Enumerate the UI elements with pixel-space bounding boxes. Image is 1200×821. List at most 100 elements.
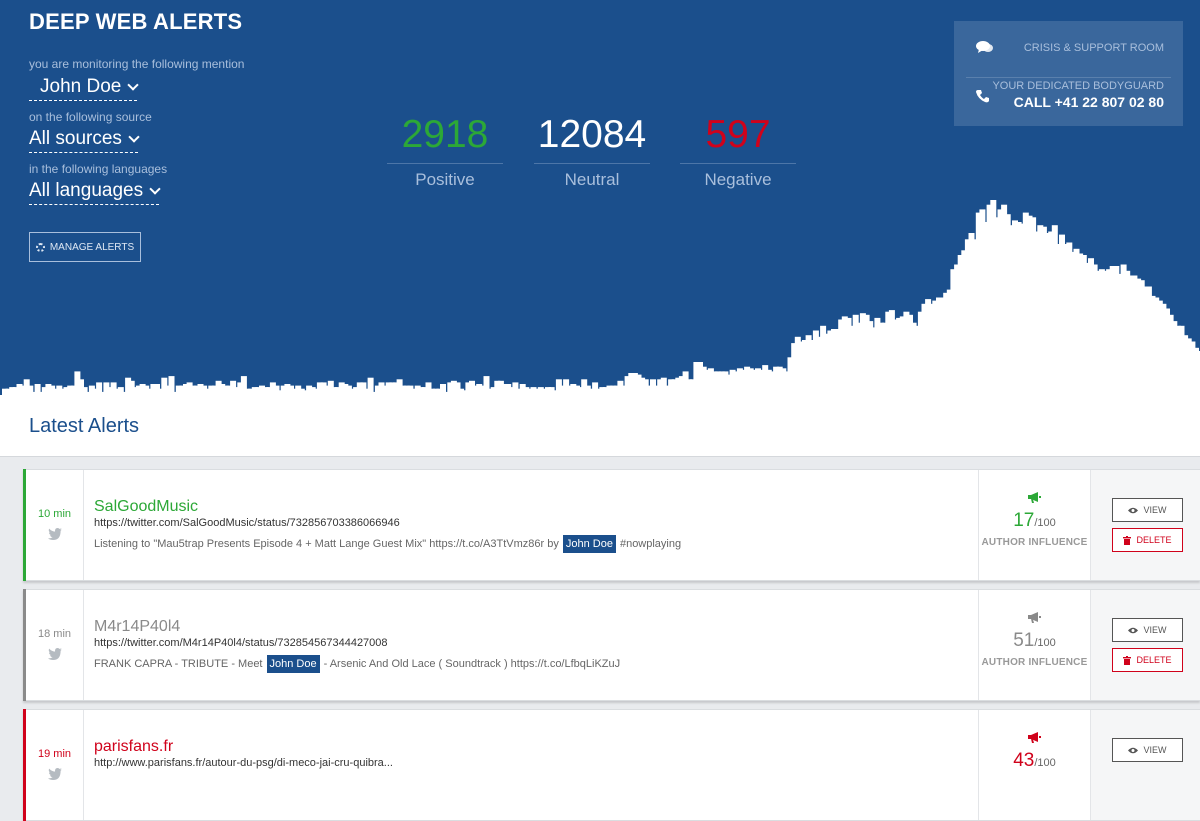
histogram-bar [823,333,830,395]
histogram-bar [52,388,59,395]
histogram-bar [584,385,591,395]
histogram-bar [259,385,265,395]
histogram-bar [1051,225,1058,395]
alert-time-column: 10 min [26,470,84,580]
alert-snippet: Listening to "Mau5trap Presents Episode … [94,535,681,553]
histogram-bar [5,388,12,395]
view-button[interactable]: VIEW [1112,738,1183,762]
histogram-bar [154,384,160,395]
histogram-bar [896,317,903,395]
influence-score: 43/100 [1013,750,1056,771]
eye-icon [1128,627,1139,633]
histogram-bar [1008,225,1015,395]
histogram-bar [63,387,70,395]
positive-label: Positive [415,170,475,189]
histogram-bar [110,382,117,395]
chevron-down-icon [127,78,140,91]
histogram-bar [146,388,153,395]
source-select[interactable]: All sources [29,128,140,153]
histogram-bar [121,391,128,395]
alert-source-link[interactable]: M4r14P40l4 [94,618,181,635]
author-influence: 51/100 AUTHOR INFLUENCE [978,590,1091,700]
histogram-bar [964,239,971,395]
alert-url[interactable]: http://www.parisfans.fr/autour-du-psg/di… [94,757,393,769]
histogram-bar [794,336,801,395]
histogram-bar [1091,264,1098,395]
alert-url[interactable]: https://twitter.com/SalGoodMusic/status/… [94,517,400,529]
manage-alerts-button[interactable]: MANAGE ALERTS [29,232,141,262]
histogram-bar [172,391,179,395]
histogram-bar [874,317,881,395]
histogram-bar [820,325,827,395]
alert-source-link[interactable]: SalGoodMusic [94,498,199,515]
histogram-bar [602,387,609,395]
histogram-bar [461,390,468,395]
megaphone-icon [979,492,1090,506]
snippet-text: - Arsenic And Old Lace ( Soundtrack ) ht… [323,658,621,670]
histogram-bar [215,380,222,395]
histogram-bar [505,384,512,395]
histogram-bar [592,382,599,395]
histogram-bar [1022,212,1029,395]
histogram-bar [150,384,157,395]
histogram-bar [411,388,418,395]
view-button[interactable]: VIEW [1112,618,1183,642]
view-label: VIEW [1143,625,1167,635]
histogram-bar [849,325,856,395]
histogram-bar [1040,226,1047,395]
histogram-bar [577,387,584,395]
histogram-bar [429,388,436,395]
language-select[interactable]: All languages [29,180,161,205]
histogram-bar [269,382,276,395]
histogram-bar [921,303,928,395]
histogram-bar [1004,214,1011,395]
histogram-bar [353,387,360,395]
histogram-bar [31,391,37,395]
histogram-bar [400,385,407,395]
histogram-bar [349,388,356,395]
histogram-bar [425,382,432,395]
delete-button[interactable]: DELETE [1112,648,1183,672]
eye-icon [1128,747,1139,753]
histogram-bar [1171,321,1178,395]
histogram-bar [1120,264,1127,395]
histogram-bar [164,385,171,395]
histogram-bar [628,373,635,395]
alert-actions: VIEW DELETE [1091,470,1200,580]
histogram-bar [385,382,392,395]
histogram-bar [1189,341,1196,395]
histogram-bar [204,388,211,395]
histogram-bar [81,387,88,395]
histogram-bar [878,322,884,395]
alert-url[interactable]: https://twitter.com/M4r14P40l4/status/73… [94,637,388,649]
histogram-bar [1062,244,1069,395]
histogram-bar [497,380,504,395]
stat-divider [534,163,650,164]
alert-card: 18 min M4r14P40l4 https://twitter.com/M4… [23,589,1200,701]
language-value: All languages [29,180,144,201]
author-influence: 43/100 [978,710,1091,820]
phone-number[interactable]: CALL +41 22 807 02 80 [1013,94,1164,110]
histogram-bar [139,384,146,395]
alert-source-link[interactable]: parisfans.fr [94,738,174,755]
alert-actions: VIEW DELETE [1091,590,1200,700]
histogram-bar [1109,266,1116,395]
histogram-bar [769,371,776,395]
mention-select[interactable]: John Doe [29,76,140,101]
histogram-bar [277,390,284,395]
delete-button[interactable]: DELETE [1112,528,1183,552]
histogram-bar [1153,297,1160,395]
alert-time-column: 18 min [26,590,84,700]
chat-bubbles-icon [976,40,993,57]
histogram-bar [914,325,921,395]
histogram-bar [41,387,48,395]
view-label: VIEW [1143,745,1167,755]
histogram-bar [125,377,132,395]
histogram-bar [642,379,649,395]
view-button[interactable]: VIEW [1112,498,1183,522]
twitter-icon [26,528,83,543]
histogram-bar [993,217,1000,395]
crisis-room-link[interactable]: CRISIS & SUPPORT ROOM [1023,42,1164,54]
histogram-bar [374,385,381,395]
histogram-bar [747,368,754,395]
